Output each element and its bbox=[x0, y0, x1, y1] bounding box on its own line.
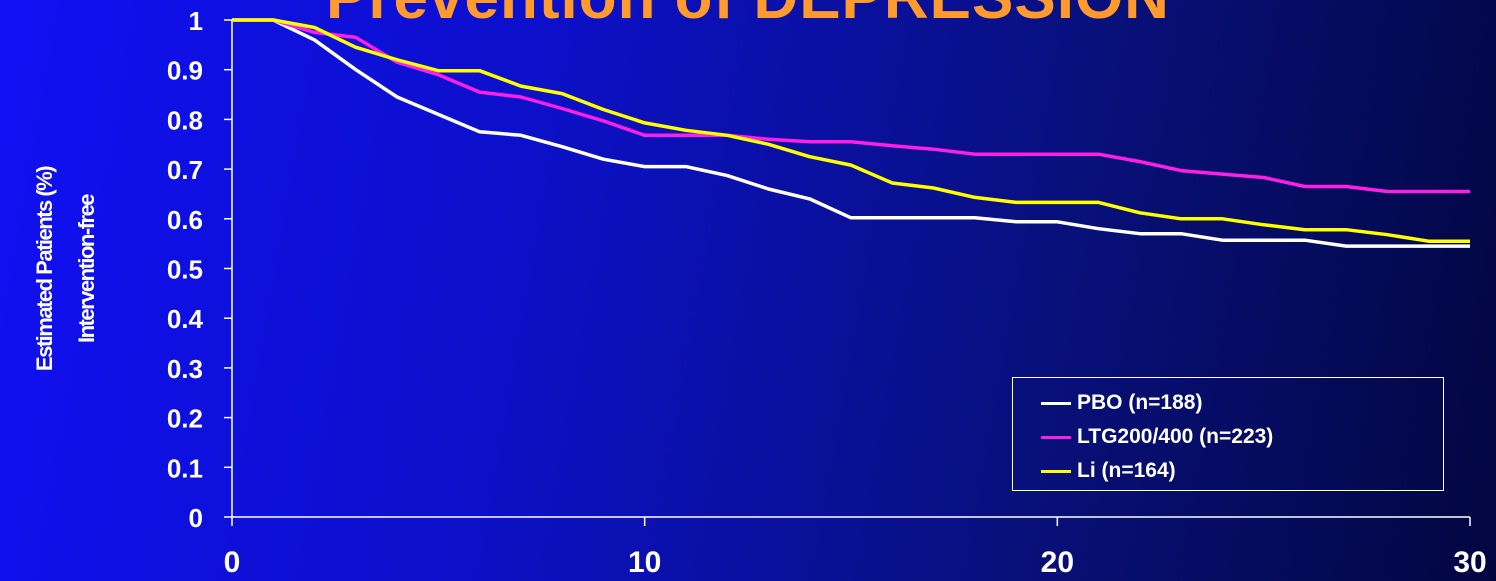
legend-item-ltg: LTG200/400 (n=223) bbox=[1041, 423, 1273, 451]
x-tick-label: 10 bbox=[628, 546, 661, 579]
series-line-ltg bbox=[232, 18, 1470, 194]
x-tick-label: 30 bbox=[1453, 546, 1486, 579]
y-tick-label: 0.2 bbox=[167, 404, 203, 434]
x-tick-label: 20 bbox=[1041, 546, 1074, 579]
y-tick-label: 1 bbox=[189, 6, 203, 36]
y-tick-label: 0.1 bbox=[167, 453, 203, 483]
y-tick-label: 0 bbox=[189, 503, 203, 533]
y-tick-label: 0.8 bbox=[167, 105, 203, 135]
y-tick-label: 0.7 bbox=[167, 155, 203, 185]
y-tick-label: 0.9 bbox=[167, 56, 203, 86]
y-tick-label: 0.4 bbox=[167, 304, 204, 334]
legend-item-pbo: PBO (n=188) bbox=[1041, 389, 1202, 417]
legend-swatch-pbo bbox=[1041, 401, 1071, 405]
legend-label-ltg: LTG200/400 (n=223) bbox=[1077, 425, 1274, 448]
y-tick-label: 0.6 bbox=[167, 205, 203, 235]
legend-item-li: Li (n=164) bbox=[1041, 457, 1176, 485]
chart-title: Prevention of DEPRESSION bbox=[0, 0, 1496, 32]
legend-label-li: Li (n=164) bbox=[1077, 459, 1176, 482]
y-tick-label: 0.5 bbox=[167, 255, 203, 285]
legend: PBO (n=188) LTG200/400 (n=223) Li (n=164… bbox=[1012, 377, 1444, 491]
y-tick-label: 0.3 bbox=[167, 354, 203, 384]
legend-swatch-ltg bbox=[1041, 435, 1071, 439]
legend-label-pbo: PBO (n=188) bbox=[1077, 391, 1203, 414]
series-line-li bbox=[232, 18, 1470, 243]
series-line-pbo bbox=[232, 18, 1470, 248]
legend-swatch-li bbox=[1041, 469, 1071, 473]
x-tick-label: 0 bbox=[224, 546, 241, 579]
